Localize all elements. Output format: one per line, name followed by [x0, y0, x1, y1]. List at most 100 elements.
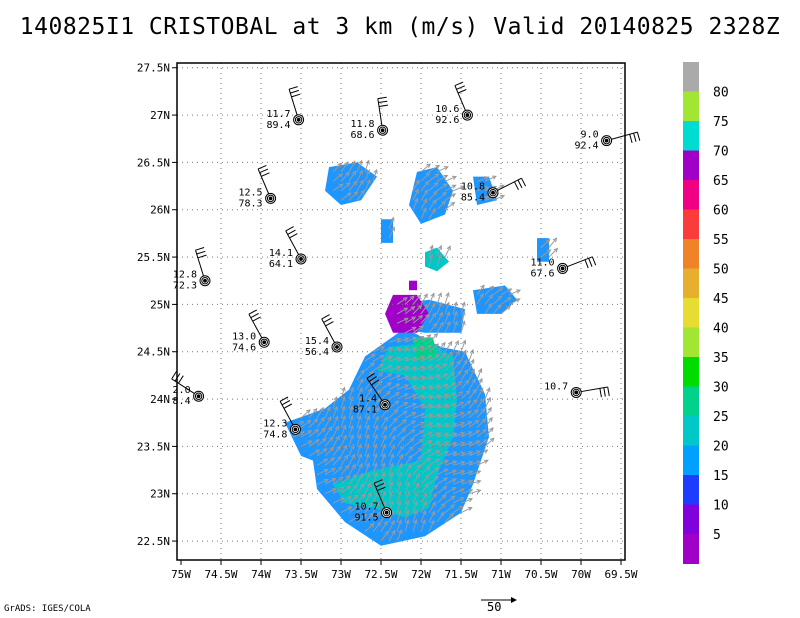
colorbar-swatch [683, 416, 699, 446]
vector-arrow-148 [380, 452, 386, 466]
vector-arrow-204 [396, 356, 410, 362]
vector-arrow-416 [460, 410, 472, 419]
y-tick-label: 24.5N [137, 346, 170, 359]
vector-arrow-103 [364, 462, 370, 475]
wind-barb-flag [287, 229, 296, 235]
station-direction-label: 89.4 [267, 120, 291, 131]
vector-arrow-266 [420, 491, 428, 504]
vector-arrow-314 [428, 322, 438, 334]
station-direction-label: 68.6 [351, 130, 375, 141]
vector-arrow-74 [348, 180, 358, 192]
vector-arrow-465 [484, 285, 495, 296]
vector-arrow-277 [420, 394, 434, 400]
vector-arrow-332 [436, 459, 450, 466]
station-12: 1.487.1 [353, 372, 391, 416]
vector-arrow-70 [348, 405, 354, 419]
x-tick-label: 72W [411, 568, 431, 581]
x-tick-label: 70W [571, 568, 591, 581]
vector-arrow-310 [428, 364, 441, 372]
vector-arrow-219 [404, 437, 415, 447]
vector-arrow-242 [412, 455, 423, 466]
vector-arrow-95 [356, 169, 363, 182]
vector-arrow-156 [380, 382, 392, 391]
vector-arrow-443 [476, 449, 489, 457]
vector-arrow-48 [340, 444, 348, 457]
vector-arrow-185 [396, 528, 403, 542]
vector-arrow-359 [444, 487, 457, 495]
station-direction-label: 8.4 [173, 396, 191, 407]
vector-arrow-20 [324, 477, 337, 485]
vector-arrow-263 [420, 519, 426, 532]
station-direction-label: 92.6 [435, 115, 459, 126]
vector-arrow-181 [388, 347, 402, 353]
wind-barb-flag [285, 226, 294, 232]
y-tick-label: 23N [150, 488, 170, 501]
vector-arrow-428 [468, 479, 482, 485]
vector-arrow-368 [444, 402, 457, 409]
vector-arrow-442 [476, 459, 489, 466]
colorbar-swatch [683, 150, 699, 181]
vector-arrow-175 [388, 400, 400, 409]
vector-arrow-67 [348, 434, 354, 447]
vector-arrow-400 [452, 349, 460, 362]
colorbar-swatch [683, 327, 699, 358]
vector-arrow-415 [460, 421, 473, 428]
wind-barb-flag [603, 387, 606, 397]
vector-arrow-131 [372, 406, 380, 419]
station-speed-label: 10.8 [461, 182, 485, 193]
station-speed-label: 13.0 [232, 331, 256, 342]
vector-arrow-327 [436, 502, 446, 514]
station-4: 12.578.3 [239, 164, 277, 209]
vector-arrow-343 [436, 352, 447, 362]
vector-arrow-176 [388, 392, 401, 400]
vector-arrow-296 [428, 492, 438, 504]
vector-arrow-96 [356, 159, 363, 173]
vector-arrow-468 [484, 175, 497, 182]
wind-barb-flag [171, 371, 177, 380]
vector-arrow-125 [372, 462, 378, 475]
vector-arrow-450 [476, 377, 483, 390]
vector-arrow-118 [364, 159, 370, 173]
station-marker-icon [384, 510, 389, 515]
vector-arrow-202 [396, 375, 410, 381]
station-2: 10.692.6 [435, 81, 473, 126]
vector-arrow-432 [468, 440, 481, 447]
vector-arrow-285 [420, 303, 429, 315]
station-direction-label: 91.5 [355, 513, 379, 524]
station-marker-icon [262, 340, 267, 345]
vector-arrow-39 [332, 183, 344, 192]
vector-arrow-297 [428, 484, 439, 495]
vector-arrow-174 [388, 408, 399, 419]
station-marker-icon [335, 345, 339, 349]
vector-arrow-240 [412, 473, 420, 485]
vector-arrow-425 [460, 310, 466, 324]
vector-arrow-220 [404, 428, 416, 438]
vector-arrow-463 [484, 302, 493, 315]
vector-arrow-393 [452, 422, 466, 428]
vector-arrow-457 [484, 437, 495, 447]
colorbar-swatch [683, 121, 699, 151]
wind-barb-flag [633, 132, 637, 142]
vector-arrow-265 [420, 500, 427, 513]
vector-arrow-248 [412, 403, 426, 409]
wind-barb-flag [371, 379, 380, 386]
vector-arrow-478 [508, 289, 521, 296]
vector-arrow-315 [428, 312, 437, 324]
vector-arrow-394 [452, 412, 465, 419]
vector-arrow-23 [324, 446, 335, 457]
vector-arrow-94 [356, 179, 364, 192]
vector-arrow-307 [428, 394, 442, 400]
colorbar-label: 5 [713, 528, 721, 543]
vector-arrow-60 [348, 504, 360, 514]
vector-arrow-225 [404, 384, 418, 391]
vector-arrow-458 [484, 427, 494, 438]
wind-barb-flag [377, 96, 387, 100]
wind-barb-flag [378, 100, 388, 103]
vector-arrow-249 [412, 394, 426, 400]
wind-barb-flag [629, 134, 633, 144]
colorbar-swatch [683, 386, 699, 417]
x-tick-label: 69.5W [604, 568, 637, 581]
vector-arrow-129 [372, 424, 379, 438]
vector-arrow-14 [316, 448, 328, 457]
colorbar-swatch [683, 475, 699, 505]
